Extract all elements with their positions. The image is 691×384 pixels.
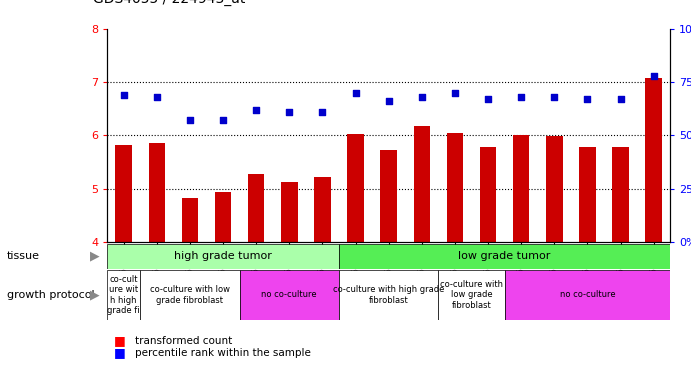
Text: GDS4055 / 224943_at: GDS4055 / 224943_at: [93, 0, 246, 6]
Text: low grade tumor: low grade tumor: [458, 251, 551, 262]
Point: [317, 109, 328, 115]
Text: percentile rank within the sample: percentile rank within the sample: [135, 348, 311, 358]
Bar: [612, 147, 629, 384]
Text: co-culture with low
grade fibroblast: co-culture with low grade fibroblast: [150, 285, 230, 305]
Text: tissue: tissue: [7, 251, 40, 262]
Bar: [149, 143, 165, 384]
Point: [648, 73, 659, 79]
Text: growth protocol: growth protocol: [7, 290, 95, 300]
Point: [184, 118, 196, 124]
Text: no co-culture: no co-culture: [261, 290, 317, 300]
Bar: [115, 145, 132, 384]
Bar: [546, 136, 562, 384]
Bar: [446, 133, 463, 384]
Bar: [281, 182, 298, 384]
Point: [218, 118, 229, 124]
Point: [151, 94, 162, 100]
Bar: [314, 177, 331, 384]
Bar: [381, 150, 397, 384]
Text: co-culture with high grade
fibroblast: co-culture with high grade fibroblast: [333, 285, 444, 305]
Bar: [579, 147, 596, 384]
Bar: [480, 147, 496, 384]
Point: [383, 98, 394, 104]
Bar: [339, 244, 670, 269]
Bar: [240, 270, 339, 320]
Bar: [348, 134, 364, 384]
Text: ■: ■: [114, 346, 126, 359]
Text: co-culture with
low grade
fibroblast: co-culture with low grade fibroblast: [440, 280, 503, 310]
Bar: [215, 192, 231, 384]
Bar: [182, 198, 198, 384]
Point: [482, 96, 493, 102]
Bar: [513, 136, 529, 384]
Text: ▶: ▶: [90, 250, 100, 263]
Point: [251, 107, 262, 113]
Bar: [248, 174, 265, 384]
Point: [416, 94, 427, 100]
Point: [582, 96, 593, 102]
Bar: [107, 244, 339, 269]
Text: transformed count: transformed count: [135, 336, 232, 346]
Point: [284, 109, 295, 115]
Bar: [140, 270, 240, 320]
Text: no co-culture: no co-culture: [560, 290, 615, 300]
Point: [515, 94, 527, 100]
Text: co-cult
ure wit
h high
grade fi: co-cult ure wit h high grade fi: [107, 275, 140, 315]
Text: ▶: ▶: [90, 288, 100, 301]
Bar: [413, 126, 430, 384]
Bar: [107, 270, 140, 320]
Point: [615, 96, 626, 102]
Point: [350, 90, 361, 96]
Bar: [339, 270, 438, 320]
Point: [449, 90, 460, 96]
Point: [118, 92, 129, 98]
Point: [549, 94, 560, 100]
Text: ■: ■: [114, 334, 126, 348]
Bar: [645, 78, 662, 384]
Text: high grade tumor: high grade tumor: [174, 251, 272, 262]
Bar: [504, 270, 670, 320]
Bar: [438, 270, 504, 320]
